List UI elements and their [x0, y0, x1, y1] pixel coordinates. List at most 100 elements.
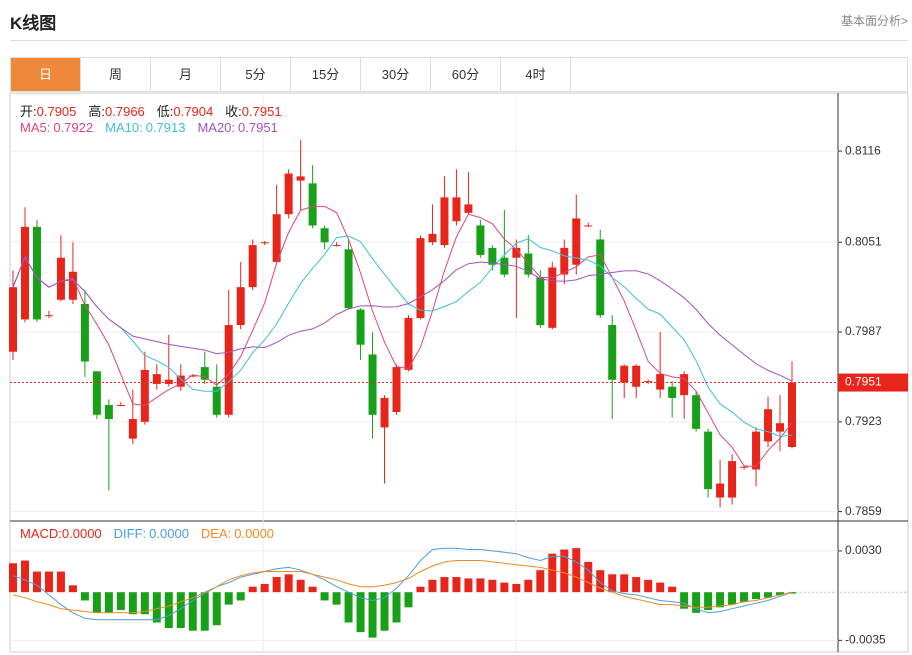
- period-tab[interactable]: 日: [11, 58, 81, 91]
- ohlc-value: 0.7905: [36, 104, 77, 119]
- candle-body: [488, 247, 497, 265]
- y-tick-label: 0.7923: [845, 414, 882, 428]
- macd-bar: [488, 579, 497, 593]
- candle-body: [452, 197, 461, 222]
- macd-bar: [308, 586, 317, 593]
- macd-bar: [512, 583, 521, 593]
- y-tick-label: 0.0030: [845, 543, 882, 557]
- candle-body: [344, 249, 353, 309]
- macd-bar: [704, 592, 713, 611]
- macd-bar: [452, 577, 461, 593]
- macd-bar: [188, 592, 197, 631]
- macd-bar: [416, 586, 425, 593]
- candle-body: [356, 309, 365, 345]
- ohlc-value: 0.7951: [241, 104, 282, 119]
- ma-value: 0.7913: [145, 120, 186, 135]
- macd-bar: [644, 579, 653, 593]
- period-tab[interactable]: 60分: [431, 58, 501, 91]
- y-tick-label: -0.0035: [845, 633, 886, 647]
- period-tab[interactable]: 30分: [361, 58, 431, 91]
- candle-body: [92, 371, 101, 415]
- macd-bar: [9, 563, 17, 593]
- ohlc-item: 开:0.7905: [20, 101, 76, 120]
- macd-bar: [104, 592, 113, 613]
- macd-bar: [356, 592, 365, 633]
- macd-bar: [656, 582, 665, 593]
- period-tab[interactable]: 15分: [291, 58, 361, 91]
- ohlc-label: 高:: [88, 104, 106, 119]
- macd-bar: [152, 592, 161, 623]
- fundamentals-link[interactable]: 基本面分析>: [840, 14, 908, 28]
- period-tab[interactable]: 周: [81, 58, 151, 91]
- ohlc-label: 低:: [156, 104, 174, 119]
- ma-item: MA20: 0.7951: [197, 120, 277, 135]
- macd-bar: [368, 592, 377, 638]
- candle-body: [224, 325, 233, 415]
- macd-bar: [380, 592, 389, 631]
- macd-bar: [608, 574, 617, 593]
- moving-average-line: [12, 255, 793, 382]
- dea-line: [12, 560, 793, 614]
- ma-value: 0.7922: [53, 120, 94, 135]
- period-tabs: 日周月 5分 15分 30分 60分 4时: [10, 57, 908, 92]
- macd-bar: [248, 586, 257, 593]
- candle-body: [392, 367, 401, 412]
- macd-bar: [296, 579, 305, 593]
- macd-legend-item: DEA: 0.0000: [201, 526, 274, 541]
- candle-body: [260, 242, 269, 244]
- period-tab[interactable]: 5分: [221, 58, 291, 91]
- macd-bar: [320, 592, 329, 601]
- macd-bar: [572, 548, 581, 593]
- macd-bar: [752, 592, 761, 600]
- candle-body: [692, 395, 701, 429]
- candle-body: [584, 225, 593, 227]
- current-price-box: [838, 373, 908, 392]
- moving-average-line: [12, 205, 793, 467]
- macd-bar: [260, 583, 269, 593]
- macd-bar: [776, 592, 785, 595]
- candle-body: [536, 277, 545, 326]
- candle-body: [140, 369, 149, 422]
- candle-body: [620, 365, 629, 383]
- candle-body: [416, 238, 425, 319]
- candle-body: [656, 374, 665, 390]
- candle-body: [248, 245, 257, 288]
- candle-body: [164, 379, 173, 384]
- candle-body: [9, 287, 17, 352]
- candle-body: [644, 381, 653, 383]
- ma-value: 0.7951: [238, 120, 278, 135]
- macd-bar: [68, 585, 77, 593]
- macd-legend-value: 0.0000: [61, 526, 102, 541]
- candle-body: [80, 303, 89, 362]
- macd-bar: [716, 592, 725, 608]
- candle-body: [32, 226, 41, 320]
- ohlc-legend: 开:0.7905 高:0.7966 低:0.7904 收:0.7951: [20, 101, 294, 120]
- ohlc-label: 开:: [20, 104, 37, 119]
- candle-body: [20, 226, 29, 320]
- macd-bar: [128, 592, 137, 615]
- macd-bar: [284, 574, 293, 593]
- candle-body: [404, 318, 413, 370]
- candle-body: [476, 225, 485, 255]
- macd-bar: [236, 592, 245, 601]
- ma-legend: MA5: 0.7922 MA10: 0.7913 MA20: 0.7951: [20, 120, 290, 135]
- period-tab[interactable]: 4时: [501, 58, 571, 91]
- candle-body: [440, 197, 449, 246]
- macd-bar: [764, 592, 773, 598]
- macd-bar: [548, 553, 557, 593]
- period-tab[interactable]: 月: [151, 58, 221, 91]
- diff-line: [12, 547, 793, 621]
- macd-bar: [500, 582, 509, 593]
- candle-body: [236, 287, 245, 326]
- candle-body: [680, 374, 689, 396]
- candle-body: [188, 375, 197, 377]
- candle-body: [212, 386, 221, 415]
- macd-bar: [44, 571, 53, 593]
- candle-body: [152, 374, 161, 384]
- candle-body: [788, 382, 796, 448]
- ohlc-label: 收:: [225, 104, 242, 119]
- candle-body: [44, 315, 53, 317]
- macd-bar: [428, 579, 437, 593]
- macd-bar: [524, 579, 533, 593]
